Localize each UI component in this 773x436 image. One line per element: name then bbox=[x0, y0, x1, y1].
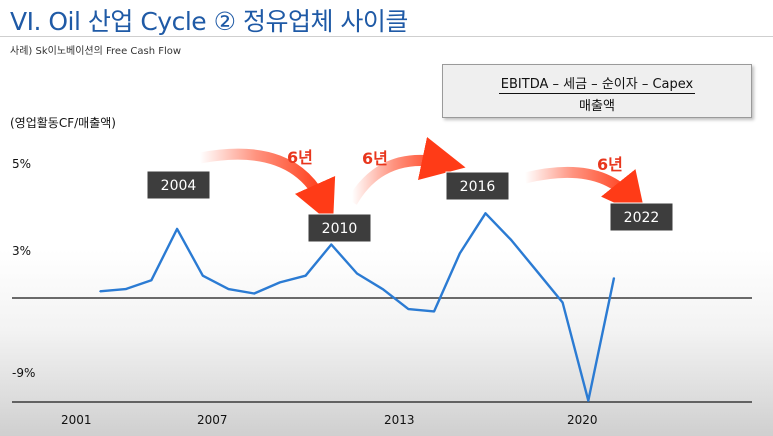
cycle-arrow bbox=[347, 136, 466, 205]
data-point bbox=[459, 252, 461, 255]
year-box bbox=[146, 170, 211, 200]
y-tick-label: 5% bbox=[12, 157, 31, 171]
data-point bbox=[613, 277, 615, 279]
cycle-duration-label: 6년 bbox=[287, 148, 313, 167]
year-box-label: 2004 bbox=[161, 178, 197, 194]
data-point bbox=[124, 288, 127, 290]
data-point bbox=[279, 281, 281, 284]
formula-numerator: EBITDA – 세금 – 순이자 – Capex bbox=[498, 73, 696, 94]
data-point bbox=[227, 288, 230, 290]
y-axis-label: (영업활동CF/매출액) bbox=[10, 116, 116, 130]
data-point bbox=[484, 212, 487, 215]
page-subtitle: 사례) Sk이노베이션의 Free Cash Flow bbox=[10, 46, 182, 57]
page-title: VI. Oil 산업 Cycle ② 정유업체 사이클 bbox=[10, 7, 408, 36]
data-point bbox=[381, 288, 384, 290]
data-point bbox=[536, 270, 538, 273]
data-point bbox=[561, 301, 564, 304]
fcf-formula-box: EBITDA – 세금 – 순이자 – Capex 매출액 bbox=[442, 64, 752, 118]
year-box-label: 2010 bbox=[322, 221, 358, 237]
year-box bbox=[445, 171, 510, 201]
data-point bbox=[202, 274, 204, 277]
data-point bbox=[433, 310, 435, 313]
data-point bbox=[407, 308, 410, 310]
data-point bbox=[587, 399, 590, 402]
y-tick-label: 3% bbox=[12, 244, 31, 258]
cycle-arrow bbox=[523, 166, 646, 218]
year-box-label: 2022 bbox=[624, 210, 660, 226]
year-box bbox=[307, 213, 372, 243]
cycle-duration-label: 6년 bbox=[597, 155, 623, 174]
cycle-duration-label: 6년 bbox=[362, 149, 388, 168]
formula-denominator: 매출액 bbox=[579, 99, 615, 114]
x-tick-label: 2020 bbox=[567, 413, 598, 427]
title-divider bbox=[0, 36, 773, 37]
year-box-label: 2016 bbox=[460, 179, 496, 195]
x-tick-label: 2001 bbox=[61, 413, 92, 427]
data-point bbox=[330, 243, 333, 246]
data-point bbox=[176, 228, 178, 230]
data-point bbox=[99, 290, 101, 293]
cycle-arrow bbox=[198, 148, 336, 226]
year-box bbox=[609, 202, 674, 232]
data-point bbox=[253, 292, 255, 295]
x-tick-label: 2013 bbox=[384, 413, 415, 427]
data-point bbox=[304, 274, 307, 277]
y-tick-label: -9% bbox=[12, 366, 35, 380]
data-point bbox=[150, 279, 153, 282]
data-point bbox=[356, 272, 358, 275]
x-tick-label: 2007 bbox=[197, 413, 228, 427]
data-point bbox=[510, 239, 512, 241]
